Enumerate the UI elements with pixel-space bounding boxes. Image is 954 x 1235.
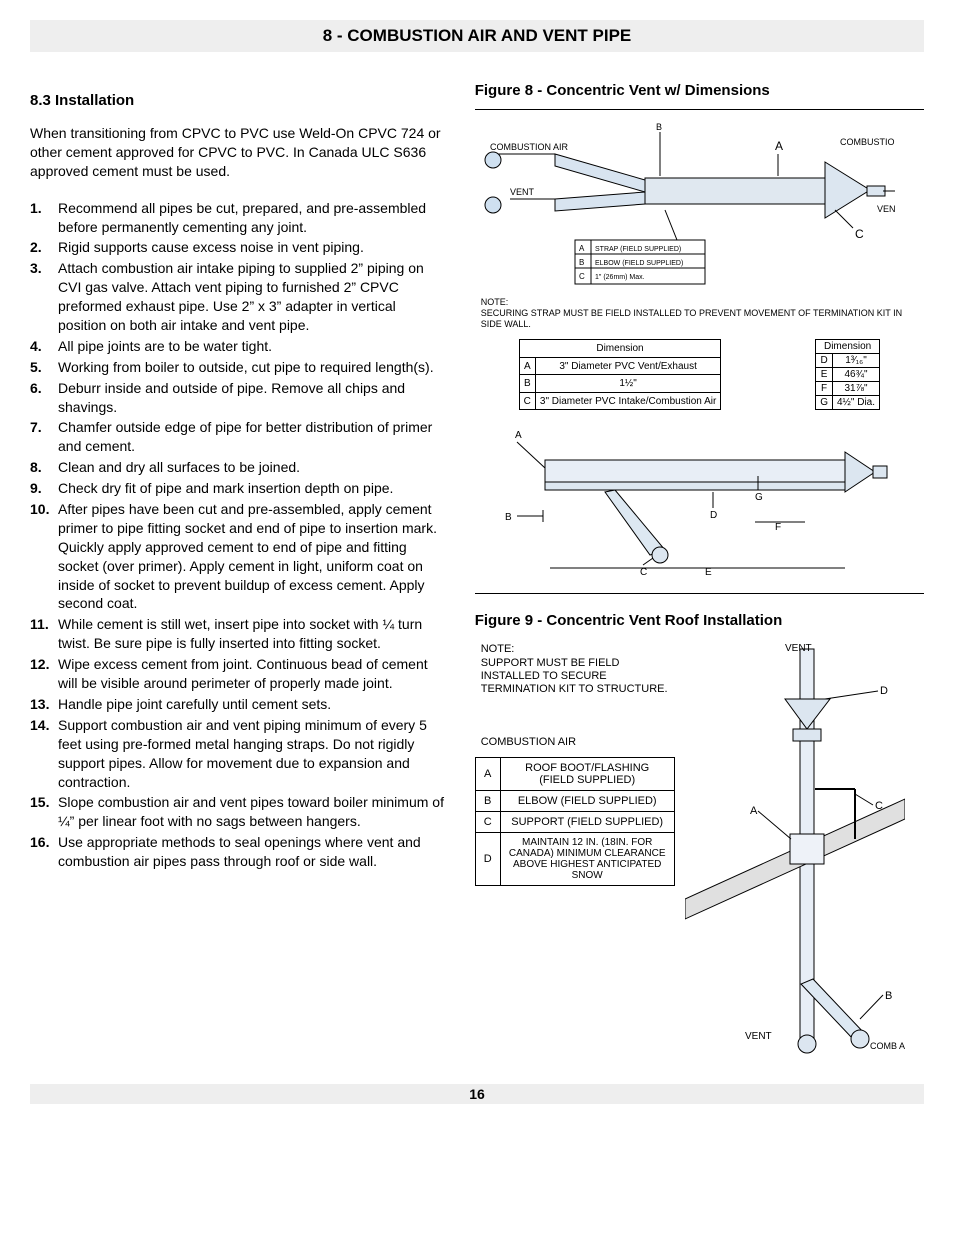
figure9-diagram: VENT D A C [685, 639, 905, 1059]
svg-text:C: C [640, 567, 647, 578]
svg-text:VENT: VENT [510, 187, 535, 197]
step: Rigid supports cause excess noise in ven… [30, 238, 445, 257]
figure9-table: AROOF BOOT/FLASHING (FIELD SUPPLIED) BEL… [475, 757, 675, 886]
step: Chamfer outside edge of pipe for better … [30, 418, 445, 456]
svg-text:C: C [855, 227, 864, 241]
svg-text:C: C [579, 272, 585, 281]
svg-text:A: A [750, 805, 758, 817]
dim-table-left: Dimension A3" Diameter PVC Vent/Exhaust … [519, 339, 722, 410]
svg-text:VENT: VENT [745, 1031, 772, 1042]
svg-text:VENT: VENT [785, 643, 812, 654]
step: Deburr inside and outside of pipe. Remov… [30, 379, 445, 417]
svg-text:COMB AIR: COMB AIR [870, 1041, 905, 1051]
figure8-bottom-diagram: A B C D F E [475, 420, 895, 580]
step: After pipes have been cut and pre-assemb… [30, 500, 445, 613]
svg-text:C: C [875, 800, 883, 812]
step: Attach combustion air intake piping to s… [30, 259, 445, 335]
svg-text:1" (26mm) Max.: 1" (26mm) Max. [595, 274, 645, 281]
svg-text:F: F [775, 522, 781, 533]
svg-text:COMBUSTION AIR: COMBUSTION AIR [490, 142, 569, 152]
svg-text:B: B [656, 122, 662, 132]
figure9-content: NOTE: SUPPORT MUST BE FIELD INSTALLED TO… [475, 639, 924, 1059]
section-header: 8 - COMBUSTION AIR AND VENT PIPE [30, 20, 924, 52]
installation-steps: Recommend all pipes be cut, prepared, an… [30, 199, 445, 871]
figure8-title: Figure 8 - Concentric Vent w/ Dimensions [475, 82, 924, 99]
svg-text:B: B [885, 990, 892, 1002]
step: Slope combustion air and vent pipes towa… [30, 793, 445, 831]
svg-text:E: E [705, 567, 712, 578]
svg-text:D: D [710, 510, 717, 521]
svg-text:D: D [880, 685, 888, 697]
figure9-title: Figure 9 - Concentric Vent Roof Installa… [475, 612, 924, 629]
step: Clean and dry all surfaces to be joined. [30, 458, 445, 477]
step: Recommend all pipes be cut, prepared, an… [30, 199, 445, 237]
svg-text:G: G [755, 492, 763, 503]
svg-text:A: A [579, 244, 585, 253]
step: Support combustion air and vent piping m… [30, 716, 445, 792]
svg-text:ELBOW (FIELD SUPPLIED): ELBOW (FIELD SUPPLIED) [595, 260, 683, 267]
svg-text:B: B [505, 512, 512, 523]
dim-table-right: Dimension D1³⁄₁₆" E46¾" F31⅞" G4½" Dia. [815, 339, 880, 410]
svg-text:STRAP (FIELD SUPPLIED): STRAP (FIELD SUPPLIED) [595, 246, 681, 253]
svg-text:B: B [579, 258, 584, 267]
step: While cement is still wet, insert pipe i… [30, 615, 445, 653]
svg-text:VENT: VENT [877, 204, 895, 214]
step: Check dry fit of pipe and mark insertion… [30, 479, 445, 498]
svg-text:A: A [515, 430, 522, 441]
figure9-comb-air-label: COMBUSTION AIR [481, 736, 675, 749]
step: Wipe excess cement from joint. Continuou… [30, 655, 445, 693]
step: Use appropriate methods to seal openings… [30, 833, 445, 871]
svg-text:A: A [775, 139, 783, 153]
step: Handle pipe joint carefully until cement… [30, 695, 445, 714]
right-column: Figure 8 - Concentric Vent w/ Dimensions… [475, 82, 924, 1059]
intro-paragraph: When transitioning from CPVC to PVC use … [30, 124, 445, 181]
figure8-box: COMBUSTION AIR VENT VENT COMBUSTION AIR … [475, 109, 924, 594]
figure8-dimension-tables: Dimension A3" Diameter PVC Vent/Exhaust … [475, 333, 924, 416]
step: All pipe joints are to be water tight. [30, 337, 445, 356]
left-column: 8.3 Installation When transitioning from… [30, 82, 445, 1059]
page-number: 16 [30, 1084, 924, 1104]
subsection-title: 8.3 Installation [30, 92, 445, 109]
svg-text:COMBUSTION AIR: COMBUSTION AIR [840, 137, 895, 147]
figure9-note: NOTE: SUPPORT MUST BE FIELD INSTALLED TO… [481, 643, 675, 696]
figure8-note: NOTE: SECURING STRAP MUST BE FIELD INSTA… [481, 297, 924, 329]
figure8-top-diagram: COMBUSTION AIR VENT VENT COMBUSTION AIR … [475, 120, 895, 290]
step: Working from boiler to outside, cut pipe… [30, 358, 445, 377]
